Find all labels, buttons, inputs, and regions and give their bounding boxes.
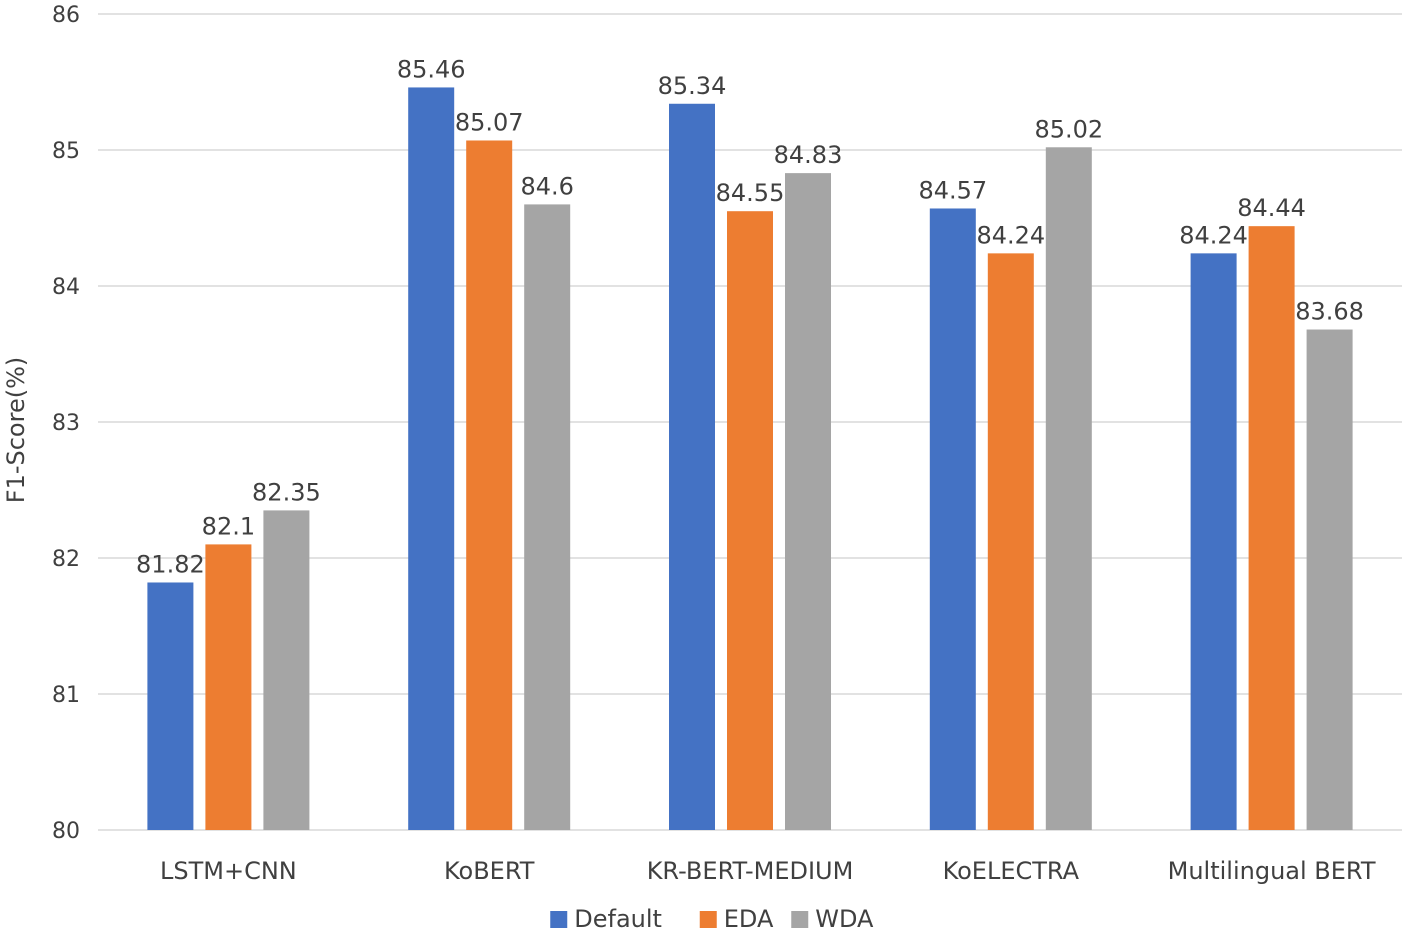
data-label: 84.55 [716, 179, 785, 207]
data-label: 82.35 [252, 478, 321, 506]
data-label: 82.1 [202, 512, 255, 540]
data-label: 84.44 [1237, 194, 1306, 222]
y-tick-label: 80 [52, 819, 80, 844]
data-label: 84.83 [774, 141, 843, 169]
bar-eda-2 [727, 211, 773, 830]
data-label: 85.02 [1034, 115, 1103, 143]
bar-wda-0 [263, 510, 310, 830]
y-tick-label: 82 [52, 547, 80, 572]
x-category-label: Multilingual BERT [1168, 857, 1376, 885]
data-labels: 81.82 82.1 82.35 85.46 85.07 84.6 85.34 84.55 84… [136, 55, 1364, 578]
bar-wda-1 [524, 204, 571, 830]
bar-eda-0 [205, 544, 252, 830]
bar-default-3 [929, 208, 976, 831]
legend: Default EDA WDA [550, 905, 874, 933]
y-tick-label: 86 [52, 3, 80, 28]
data-label: 84.6 [520, 172, 573, 200]
data-label: 84.24 [976, 221, 1045, 249]
y-tick-label: 83 [52, 411, 80, 436]
legend-swatch-eda [699, 911, 717, 928]
data-label: 85.34 [658, 72, 727, 100]
bar-default-0 [147, 582, 194, 830]
bar-default-2 [669, 103, 715, 830]
bar-default-1 [408, 87, 455, 830]
bars [147, 87, 1353, 831]
legend-label: Default [574, 905, 662, 933]
bar-wda-2 [785, 173, 831, 830]
bar-wda-3 [1045, 147, 1092, 830]
x-category-label: LSTM+CNN [160, 857, 297, 885]
data-label: 85.07 [455, 108, 524, 136]
bar-default-4 [1190, 253, 1237, 831]
bar-eda-4 [1248, 226, 1295, 830]
data-label: 81.82 [136, 550, 205, 578]
bar-eda-1 [466, 140, 513, 831]
y-tick-label: 81 [52, 683, 80, 708]
y-tick-label: 84 [52, 275, 80, 300]
legend-label: EDA [724, 905, 774, 933]
legend-swatch-wda [791, 911, 809, 928]
data-label: 85.46 [397, 55, 466, 83]
x-category-label: KoELECTRA [943, 857, 1080, 885]
x-category-label: KoBERT [444, 857, 535, 885]
x-axis-categories: LSTM+CNN KoBERT KR-BERT-MEDIUM KoELECTRA Mul… [160, 857, 1376, 885]
data-label: 84.57 [918, 176, 987, 204]
y-axis-ticks: 80 81 82 83 84 85 86 [52, 3, 80, 844]
data-label: 83.68 [1295, 298, 1364, 326]
y-tick-label: 85 [52, 139, 80, 164]
data-label: 84.24 [1179, 221, 1248, 249]
bar-wda-4 [1306, 329, 1353, 830]
bar-eda-3 [987, 253, 1034, 831]
legend-label: WDA [815, 905, 874, 933]
legend-swatch-default [550, 911, 568, 928]
x-category-label: KR-BERT-MEDIUM [647, 857, 854, 885]
y-axis-title: F1-Score(%) [2, 357, 30, 503]
